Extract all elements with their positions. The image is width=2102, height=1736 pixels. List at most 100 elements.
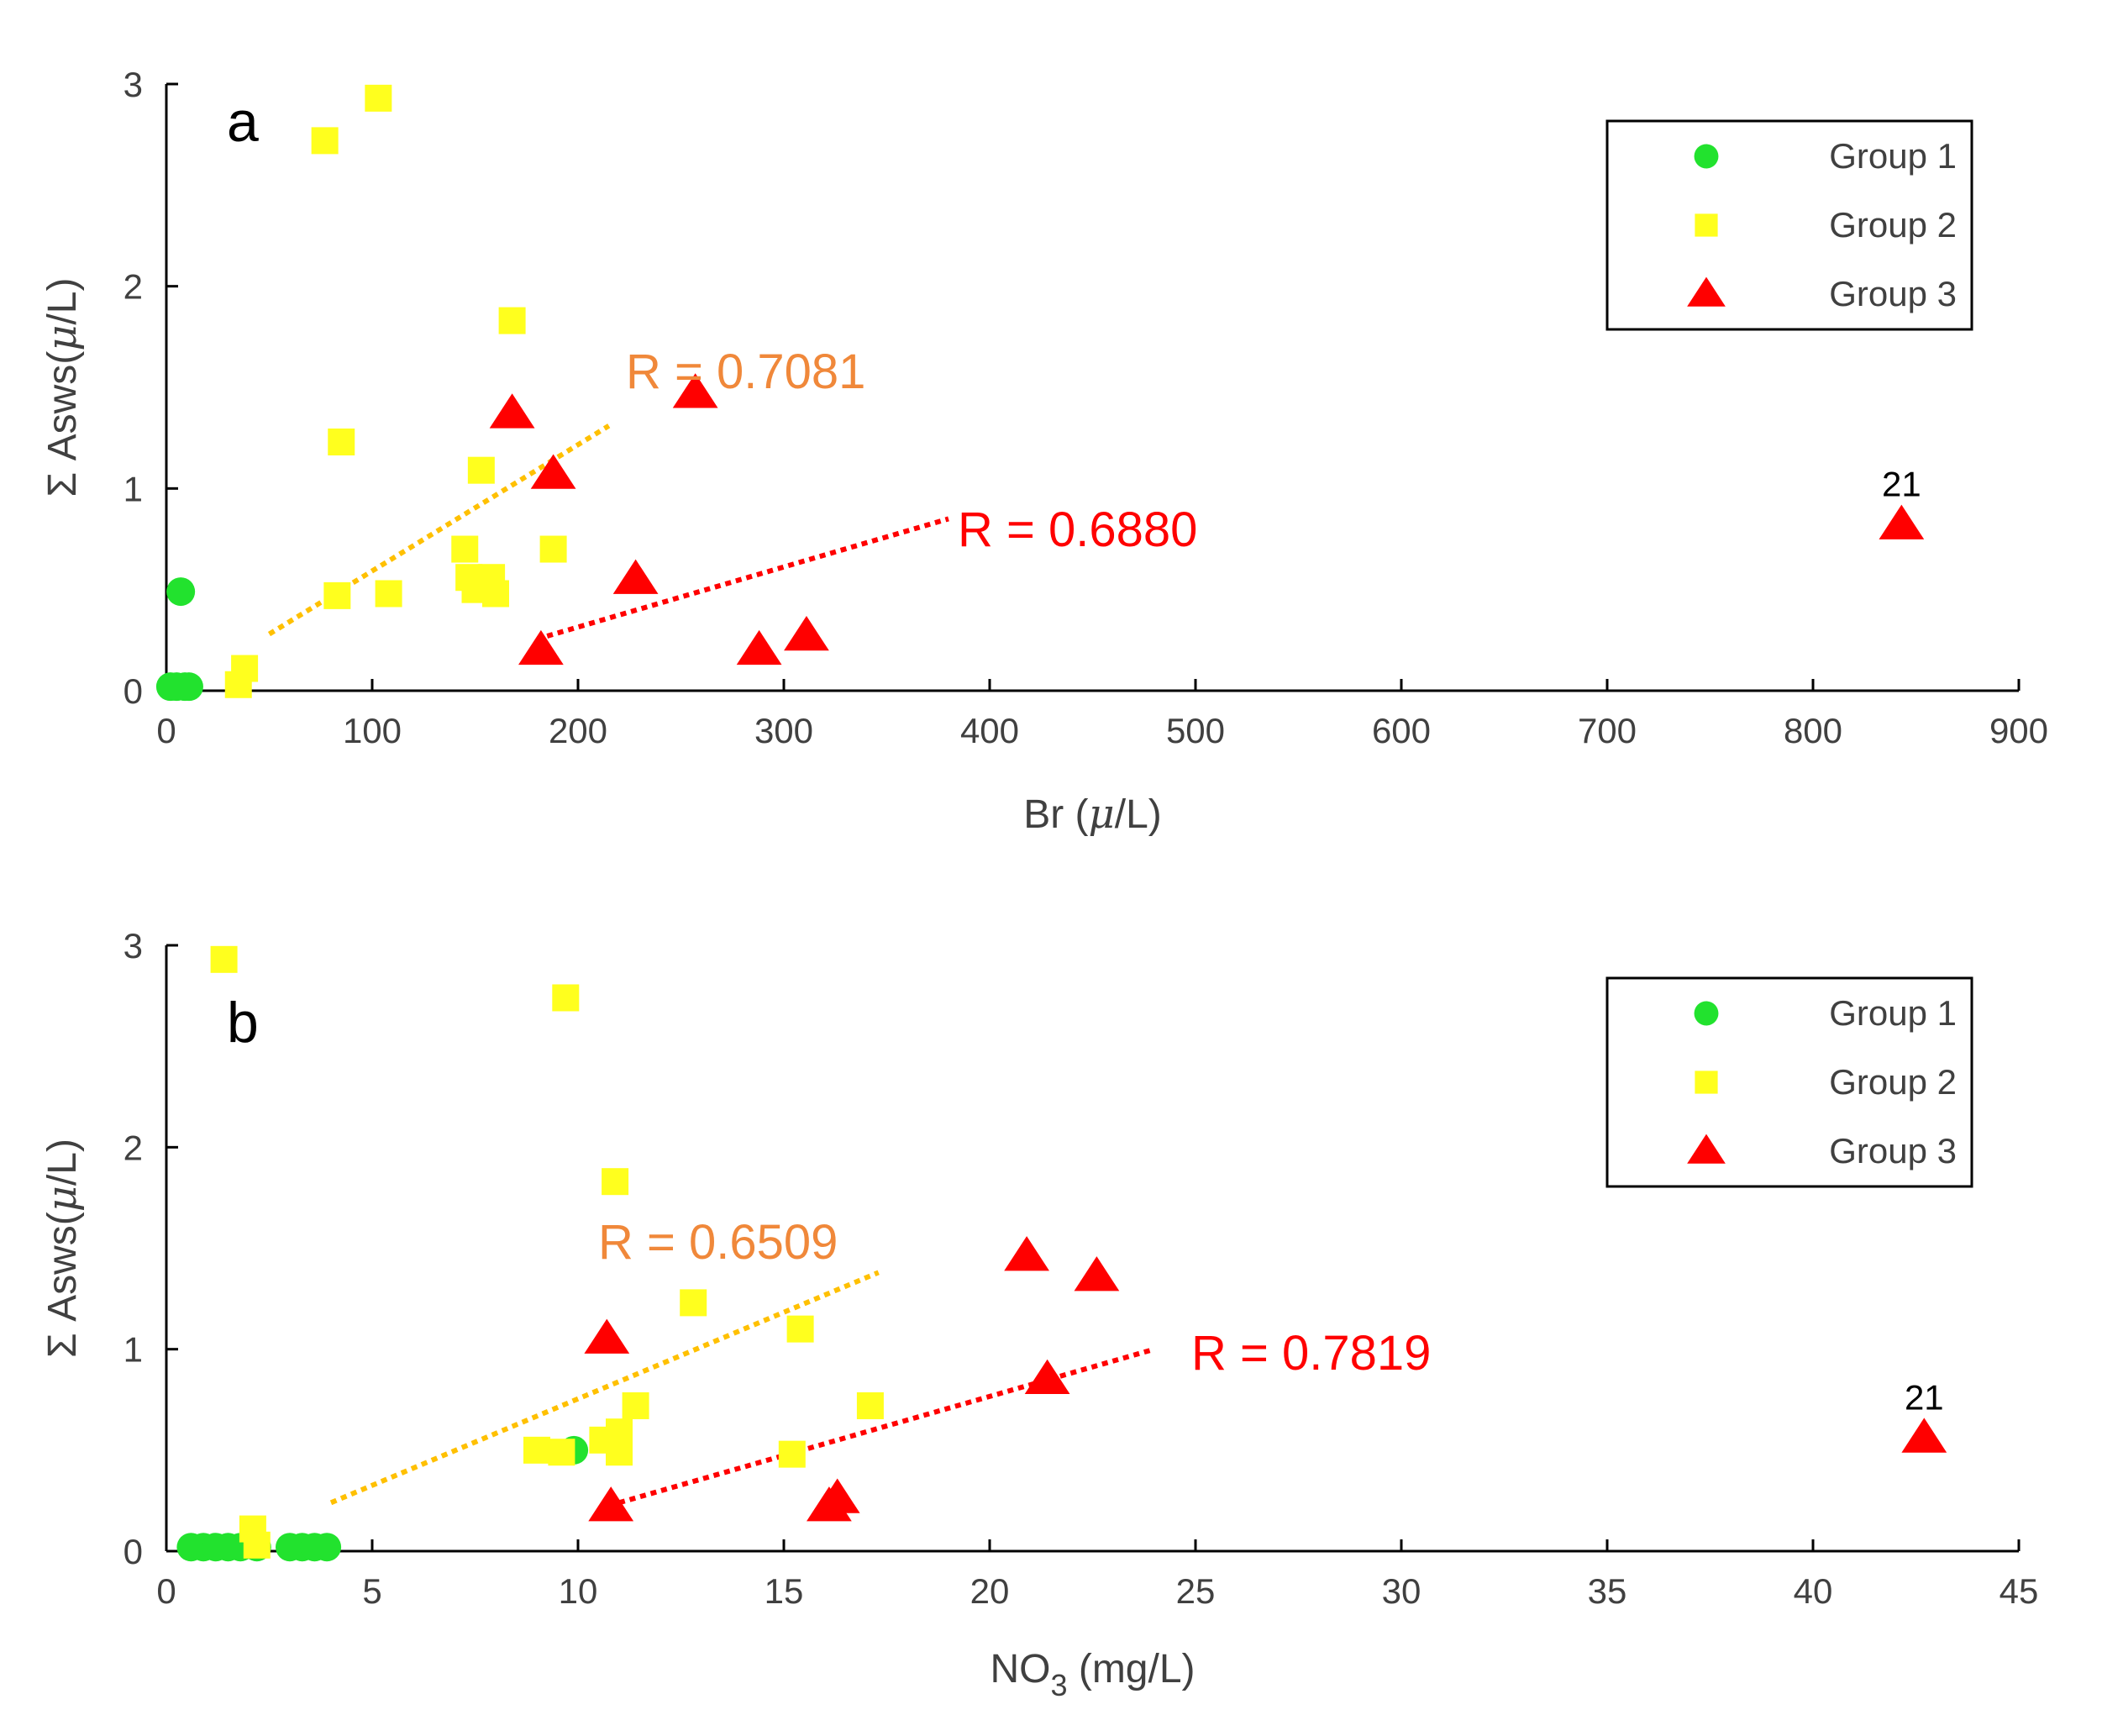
x-tick-label: 10 bbox=[559, 1571, 598, 1611]
data-point-square bbox=[467, 456, 495, 484]
series-group-3 bbox=[489, 373, 1925, 665]
x-tick-label: 600 bbox=[1372, 711, 1431, 750]
legend-box bbox=[1605, 119, 1973, 331]
legend-marker-triangle bbox=[1687, 1134, 1726, 1164]
y-tick-label: 1 bbox=[123, 1330, 143, 1370]
x-tick-label: 25 bbox=[1176, 1571, 1216, 1611]
y-tick-label: 0 bbox=[123, 1532, 143, 1571]
data-point-square bbox=[365, 84, 392, 112]
data-point-square bbox=[498, 307, 526, 334]
data-point-square bbox=[224, 671, 252, 698]
data-point-triangle bbox=[672, 373, 718, 408]
x-tick-label: 900 bbox=[1989, 711, 2048, 750]
x-tick-label: 0 bbox=[156, 711, 176, 750]
data-point-square bbox=[680, 1289, 707, 1317]
r-label: R = 0.6509 bbox=[598, 1215, 838, 1270]
x-tick-label: 800 bbox=[1784, 711, 1842, 750]
data-point-triangle bbox=[1074, 1256, 1120, 1291]
data-point-triangle bbox=[1879, 504, 1925, 539]
legend-label: Group 1 bbox=[1829, 136, 1957, 176]
series-group-3 bbox=[584, 1236, 1947, 1522]
data-point-triangle bbox=[518, 629, 564, 665]
legend-box bbox=[1605, 976, 1973, 1188]
x-tick-label: 0 bbox=[156, 1571, 176, 1611]
series-group-2 bbox=[224, 84, 567, 698]
y-axis-title: Σ Asws(μ/L) bbox=[39, 278, 86, 497]
r-label: R = 0.7819 bbox=[1191, 1326, 1431, 1381]
panel-b: 0 5 10 15 20 25 30 35 40 45 0 1 2 3 NO3 (mg/L) Σ Asws(μ… bbox=[39, 926, 2038, 1702]
x-axis-title: Br (μ/L) bbox=[1023, 791, 1162, 838]
fit-line-group-3 bbox=[618, 1346, 1155, 1506]
legend-label: Group 2 bbox=[1829, 1062, 1957, 1102]
data-point-square bbox=[606, 1439, 633, 1466]
data-point-triangle bbox=[1004, 1236, 1049, 1271]
data-point-square bbox=[523, 1436, 550, 1464]
x-tick-label: 40 bbox=[1794, 1571, 1833, 1611]
legend-label: Group 2 bbox=[1829, 205, 1957, 245]
data-point-square bbox=[548, 1439, 575, 1466]
x-tick-label: 500 bbox=[1166, 711, 1225, 750]
point-annotation: 21 bbox=[1905, 1377, 1944, 1417]
panel-letter: b bbox=[227, 991, 259, 1055]
x-tick-label: 5 bbox=[362, 1571, 381, 1611]
fit-line-group-2 bbox=[329, 1270, 880, 1506]
data-point-triangle bbox=[612, 559, 659, 594]
r-label: R = 0.7081 bbox=[626, 345, 865, 399]
panel-a: 0 100 200 300 400 500 600 700 800 900 0 1 2 3 Br (μ/L)… bbox=[39, 65, 2048, 838]
data-point-square bbox=[328, 428, 355, 455]
legend-marker-triangle bbox=[1687, 276, 1726, 307]
fit-line-group-3 bbox=[546, 516, 949, 639]
legend: Group 1 Group 2 Group 3 bbox=[1605, 119, 1973, 331]
data-point-triangle bbox=[1901, 1418, 1947, 1453]
data-point-triangle bbox=[530, 454, 576, 489]
data-point-square bbox=[539, 535, 567, 563]
data-point-triangle bbox=[784, 616, 829, 651]
x-tick-label: 20 bbox=[970, 1571, 1010, 1611]
x-tick-label: 400 bbox=[960, 711, 1019, 750]
x-tick-label: 100 bbox=[343, 711, 402, 750]
y-axis-title: Σ Asws(μ/L) bbox=[39, 1139, 86, 1358]
point-annotation: 21 bbox=[1882, 465, 1921, 504]
legend-label: Group 3 bbox=[1829, 274, 1957, 313]
data-point-square bbox=[482, 580, 509, 608]
x-tick-label: 30 bbox=[1382, 1571, 1421, 1611]
panel-letter: a bbox=[227, 90, 259, 154]
data-point-triangle bbox=[1024, 1359, 1070, 1394]
data-point-circle bbox=[313, 1533, 342, 1562]
fit-line-group-2 bbox=[267, 423, 611, 637]
data-point-square bbox=[552, 984, 580, 1012]
data-point-triangle bbox=[584, 1318, 630, 1354]
x-tick-label: 35 bbox=[1588, 1571, 1627, 1611]
x-tick-label: 45 bbox=[2000, 1571, 2039, 1611]
y-tick-label: 1 bbox=[123, 469, 143, 508]
data-point-triangle bbox=[489, 393, 535, 429]
y-tick-label: 3 bbox=[123, 926, 143, 965]
legend: Group 1 Group 2 Group 3 bbox=[1605, 976, 1973, 1188]
data-point-triangle bbox=[736, 629, 782, 665]
data-point-square bbox=[622, 1391, 649, 1419]
data-point-square bbox=[375, 580, 402, 608]
legend-label: Group 1 bbox=[1829, 993, 1957, 1033]
data-point-triangle bbox=[807, 1486, 852, 1522]
data-point-square bbox=[210, 945, 238, 973]
data-point-circle bbox=[174, 672, 203, 702]
x-tick-label: 700 bbox=[1578, 711, 1637, 750]
y-tick-label: 2 bbox=[123, 267, 143, 307]
y-tick-label: 2 bbox=[123, 1128, 143, 1167]
data-point-square bbox=[602, 1168, 629, 1196]
data-point-circle bbox=[166, 577, 196, 607]
x-tick-label: 300 bbox=[754, 711, 813, 750]
series-group-1 bbox=[155, 577, 203, 702]
x-axis-title: NO3 (mg/L) bbox=[990, 1647, 1195, 1702]
data-point-square bbox=[323, 581, 351, 609]
data-point-square bbox=[786, 1315, 814, 1343]
series-group-2 bbox=[210, 945, 884, 1559]
series-group-1 bbox=[176, 1435, 589, 1562]
legend-marker-square bbox=[1695, 1071, 1718, 1094]
data-point-square bbox=[778, 1440, 806, 1468]
data-point-triangle bbox=[588, 1486, 634, 1522]
data-point-square bbox=[856, 1391, 884, 1419]
data-point-square bbox=[451, 535, 479, 563]
legend-marker-square bbox=[1695, 213, 1718, 237]
